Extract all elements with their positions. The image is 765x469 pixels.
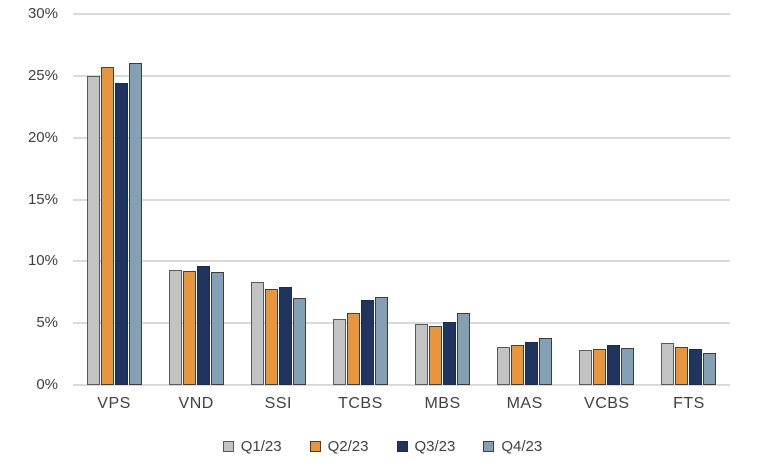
x-category-label-MBS: MBS	[424, 395, 461, 412]
gridline-5pct	[73, 322, 730, 325]
x-category-label-VPS: VPS	[97, 395, 131, 412]
bar-VND-Q1-23	[168, 270, 182, 385]
legend-label-Q4-23: Q4/23	[501, 438, 543, 455]
y-tick-label-0pct: 0%	[36, 376, 58, 393]
legend-swatch-Q4-23	[483, 441, 495, 452]
bar-TCBS-Q4-23	[374, 297, 388, 385]
bar-TCBS-Q3-23	[360, 299, 374, 385]
x-category-label-VCBS: VCBS	[584, 395, 630, 412]
bar-VCBS-Q2-23	[593, 349, 607, 385]
bar-MBS-Q4-23	[457, 313, 471, 385]
gridline-20pct	[73, 136, 730, 139]
bar-VPS-Q1-23	[86, 75, 100, 385]
legend-item-Q1-23: Q1/23	[222, 438, 282, 455]
legend-label-Q2-23: Q2/23	[327, 438, 369, 455]
bar-FTS-Q3-23	[689, 349, 703, 385]
x-category-label-FTS: FTS	[673, 395, 705, 412]
bar-VND-Q2-23	[182, 271, 196, 385]
bar-MBS-Q3-23	[443, 321, 457, 385]
y-tick-label-10pct: 10%	[27, 252, 58, 270]
bar-SSI-Q1-23	[250, 282, 264, 385]
legend-item-Q4-23: Q4/23	[483, 438, 542, 455]
legend-swatch-Q2-23	[309, 441, 321, 452]
legend-item-Q2-23: Q2/23	[309, 438, 369, 455]
bar-MAS-Q3-23	[525, 341, 539, 385]
bar-FTS-Q2-23	[675, 346, 689, 385]
bar-SSI-Q2-23	[264, 288, 278, 385]
bar-SSI-Q4-23	[292, 298, 306, 385]
x-category-label-SSI: SSI	[264, 395, 292, 412]
bar-MAS-Q4-23	[539, 338, 553, 385]
legend-label-Q3-23: Q3/23	[414, 438, 456, 455]
chart-legend: Q1/23 Q2/23 Q3/23 Q4/23	[0, 438, 765, 455]
bar-FTS-Q4-23	[703, 352, 717, 385]
gridline-10pct	[73, 260, 730, 263]
bar-FTS-Q1-23	[661, 342, 675, 385]
plot-area	[73, 13, 730, 386]
bar-VCBS-Q4-23	[621, 347, 635, 385]
x-category-label-MAS: MAS	[506, 395, 543, 412]
bar-TCBS-Q1-23	[332, 319, 346, 385]
y-tick-label-25pct: 25%	[27, 66, 58, 84]
legend-swatch-Q3-23	[396, 441, 408, 452]
bar-MBS-Q1-23	[415, 324, 429, 385]
bar-MAS-Q2-23	[511, 345, 525, 385]
y-tick-label-5pct: 5%	[36, 314, 58, 332]
x-category-label-VND: VND	[178, 395, 214, 412]
x-category-label-TCBS: TCBS	[338, 395, 383, 412]
legend-item-Q3-23: Q3/23	[396, 438, 456, 455]
bar-VCBS-Q3-23	[607, 345, 621, 385]
bar-MBS-Q2-23	[429, 325, 443, 385]
gridline-0pct	[73, 384, 730, 386]
bar-VND-Q3-23	[196, 266, 210, 385]
legend-swatch-Q1-23	[222, 441, 234, 452]
y-tick-label-30pct: 30%	[27, 5, 58, 22]
gridline-30pct	[73, 13, 730, 15]
y-tick-label-15pct: 15%	[27, 190, 58, 208]
bar-VPS-Q2-23	[100, 67, 114, 385]
bar-SSI-Q3-23	[278, 287, 292, 385]
bar-VND-Q4-23	[210, 272, 224, 385]
y-tick-label-20pct: 20%	[27, 128, 58, 146]
bar-TCBS-Q2-23	[346, 313, 360, 385]
bar-VCBS-Q1-23	[579, 350, 593, 385]
gridline-15pct	[73, 198, 730, 201]
bar-VPS-Q3-23	[114, 83, 128, 385]
legend-label-Q1-23: Q1/23	[240, 438, 282, 455]
bar-MAS-Q1-23	[497, 346, 511, 385]
bar-VPS-Q4-23	[128, 63, 142, 385]
gridline-25pct	[73, 74, 730, 77]
